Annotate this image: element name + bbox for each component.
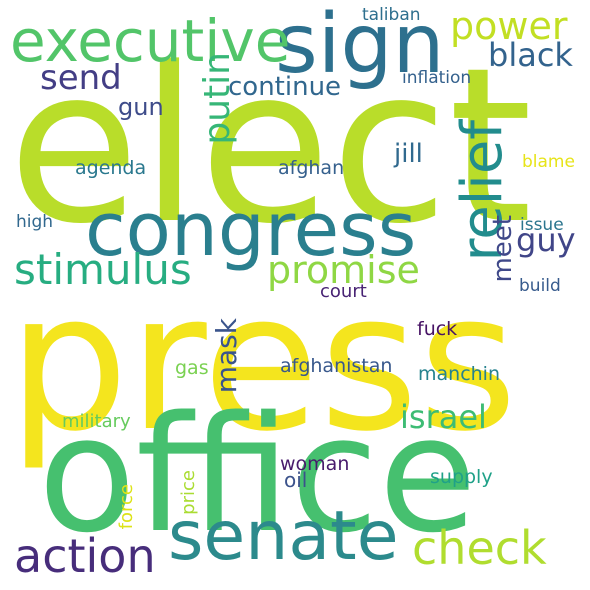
- word-fuck: fuck: [417, 318, 458, 340]
- word-force: force: [116, 484, 137, 530]
- word-executive: executive: [10, 7, 291, 75]
- word-military: military: [62, 411, 131, 432]
- word-jill: jill: [394, 139, 423, 169]
- word-price: price: [178, 470, 199, 515]
- word-press: press: [8, 252, 518, 473]
- word-congress: congress: [85, 187, 417, 273]
- word-taliban: taliban: [362, 5, 421, 25]
- word-oil: oil: [284, 468, 308, 492]
- word-supply: supply: [430, 466, 493, 488]
- word-blame: blame: [522, 152, 575, 172]
- word-gun: gun: [118, 93, 164, 121]
- word-guy: guy: [516, 221, 576, 259]
- word-afghanistan: afghanistan: [280, 355, 393, 377]
- word-action: action: [14, 529, 156, 583]
- word-mask: mask: [210, 318, 243, 394]
- word-issue: issue: [520, 215, 564, 235]
- word-gas: gas: [175, 357, 209, 379]
- word-black: black: [488, 36, 573, 74]
- word-israel: israel: [400, 398, 487, 436]
- word-meet: meet: [488, 215, 518, 283]
- word-promise: promise: [267, 248, 420, 292]
- word-senate: senate: [168, 497, 399, 576]
- word-send: send: [40, 58, 122, 98]
- word-inflation: inflation: [402, 68, 472, 88]
- word-manchin: manchin: [418, 363, 501, 385]
- word-woman: woman: [280, 453, 350, 475]
- word-elect: elect: [8, 22, 533, 271]
- word-power: power: [450, 4, 568, 48]
- word-build: build: [519, 276, 561, 296]
- word-afghan: afghan: [278, 157, 345, 179]
- word-stimulus: stimulus: [14, 245, 192, 294]
- word-continue: continue: [228, 72, 342, 102]
- word-high: high: [16, 212, 54, 232]
- word-sign: sign: [275, 0, 445, 92]
- word-office: office: [38, 381, 477, 568]
- word-court: court: [320, 281, 367, 302]
- word-agenda: agenda: [75, 157, 147, 179]
- word-check: check: [412, 521, 547, 575]
